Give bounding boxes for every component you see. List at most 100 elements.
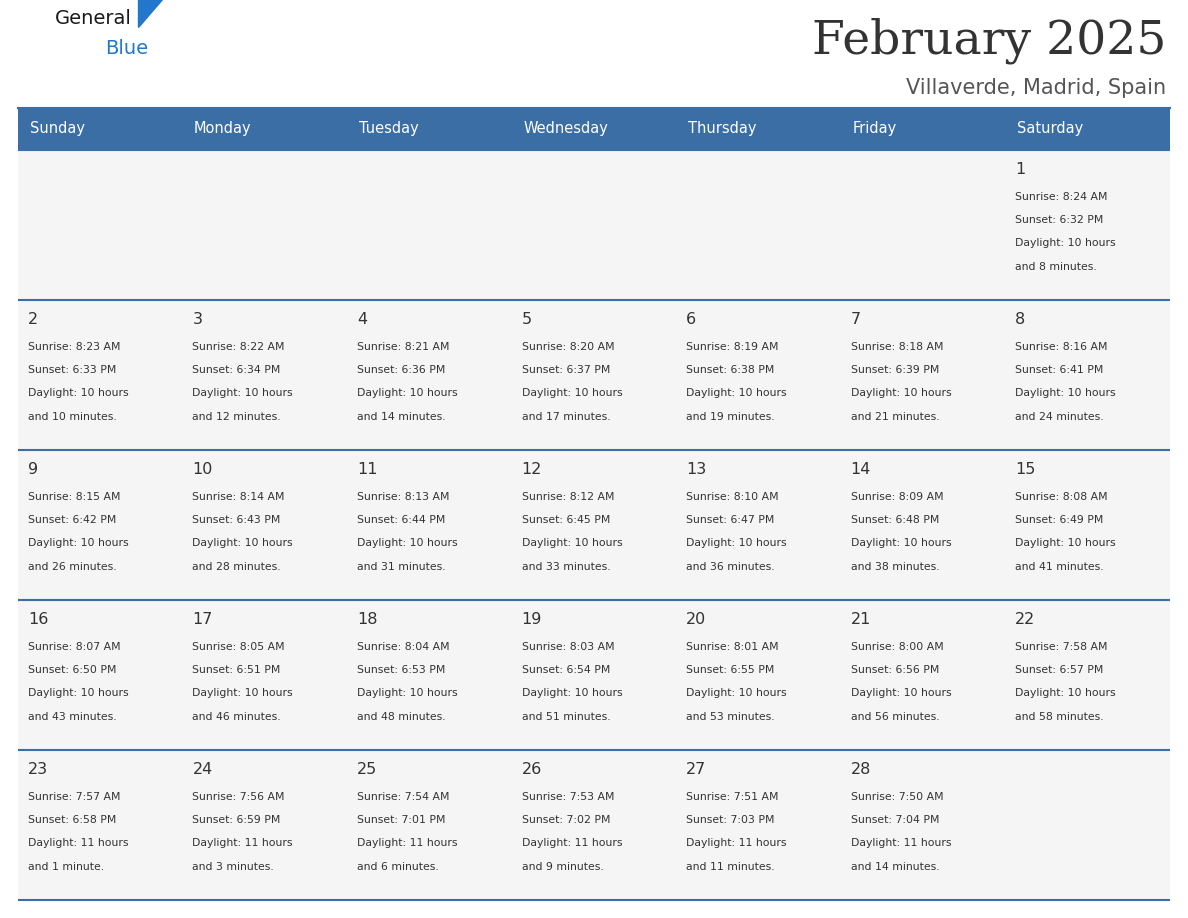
- Text: and 41 minutes.: and 41 minutes.: [1016, 562, 1104, 572]
- Text: and 6 minutes.: and 6 minutes.: [358, 862, 438, 872]
- FancyBboxPatch shape: [18, 750, 1170, 900]
- Text: Sunset: 6:47 PM: Sunset: 6:47 PM: [687, 515, 775, 525]
- Text: Daylight: 10 hours: Daylight: 10 hours: [687, 388, 786, 398]
- Text: General: General: [55, 9, 132, 28]
- Text: and 51 minutes.: and 51 minutes.: [522, 711, 611, 722]
- Text: and 24 minutes.: and 24 minutes.: [1016, 412, 1104, 421]
- Text: Sunday: Sunday: [30, 121, 84, 137]
- Text: and 56 minutes.: and 56 minutes.: [851, 711, 940, 722]
- Text: Sunset: 6:42 PM: Sunset: 6:42 PM: [27, 515, 116, 525]
- Text: Daylight: 10 hours: Daylight: 10 hours: [192, 388, 293, 398]
- Text: Daylight: 10 hours: Daylight: 10 hours: [851, 539, 952, 548]
- Text: Sunrise: 8:22 AM: Sunrise: 8:22 AM: [192, 342, 285, 352]
- Text: Daylight: 11 hours: Daylight: 11 hours: [27, 838, 128, 848]
- Text: Sunrise: 8:05 AM: Sunrise: 8:05 AM: [192, 642, 285, 652]
- Text: Sunrise: 8:01 AM: Sunrise: 8:01 AM: [687, 642, 779, 652]
- Text: Daylight: 11 hours: Daylight: 11 hours: [687, 838, 786, 848]
- Text: 7: 7: [851, 312, 861, 327]
- Text: Sunrise: 7:57 AM: Sunrise: 7:57 AM: [27, 792, 120, 802]
- FancyBboxPatch shape: [18, 108, 1170, 150]
- Text: Daylight: 10 hours: Daylight: 10 hours: [1016, 688, 1116, 699]
- Text: Daylight: 10 hours: Daylight: 10 hours: [358, 688, 457, 699]
- Text: Daylight: 10 hours: Daylight: 10 hours: [851, 688, 952, 699]
- Text: Sunrise: 8:16 AM: Sunrise: 8:16 AM: [1016, 342, 1107, 352]
- Text: 18: 18: [358, 612, 378, 627]
- Polygon shape: [138, 0, 163, 27]
- Text: 16: 16: [27, 612, 49, 627]
- Text: Sunset: 6:50 PM: Sunset: 6:50 PM: [27, 666, 116, 676]
- Text: and 36 minutes.: and 36 minutes.: [687, 562, 775, 572]
- Text: Sunset: 6:58 PM: Sunset: 6:58 PM: [27, 815, 116, 825]
- Text: Sunset: 6:34 PM: Sunset: 6:34 PM: [192, 365, 280, 375]
- Text: Monday: Monday: [194, 121, 252, 137]
- Text: Wednesday: Wednesday: [523, 121, 608, 137]
- Text: 8: 8: [1016, 312, 1025, 327]
- Text: and 19 minutes.: and 19 minutes.: [687, 412, 775, 421]
- Text: Sunrise: 8:20 AM: Sunrise: 8:20 AM: [522, 342, 614, 352]
- Text: Sunset: 6:57 PM: Sunset: 6:57 PM: [1016, 666, 1104, 676]
- Text: and 58 minutes.: and 58 minutes.: [1016, 711, 1104, 722]
- Text: and 12 minutes.: and 12 minutes.: [192, 412, 282, 421]
- Text: and 8 minutes.: and 8 minutes.: [1016, 262, 1097, 272]
- Text: Sunset: 6:55 PM: Sunset: 6:55 PM: [687, 666, 775, 676]
- Text: Sunrise: 7:51 AM: Sunrise: 7:51 AM: [687, 792, 778, 802]
- Text: Sunrise: 7:53 AM: Sunrise: 7:53 AM: [522, 792, 614, 802]
- Text: 24: 24: [192, 762, 213, 777]
- Text: Sunset: 6:53 PM: Sunset: 6:53 PM: [358, 666, 446, 676]
- Text: Daylight: 10 hours: Daylight: 10 hours: [358, 539, 457, 548]
- Text: 26: 26: [522, 762, 542, 777]
- Text: Sunset: 7:04 PM: Sunset: 7:04 PM: [851, 815, 940, 825]
- Text: Daylight: 10 hours: Daylight: 10 hours: [192, 688, 293, 699]
- Text: Sunset: 6:56 PM: Sunset: 6:56 PM: [851, 666, 939, 676]
- Text: Sunset: 6:41 PM: Sunset: 6:41 PM: [1016, 365, 1104, 375]
- Text: 15: 15: [1016, 462, 1036, 477]
- Text: 17: 17: [192, 612, 213, 627]
- Text: and 48 minutes.: and 48 minutes.: [358, 711, 446, 722]
- Text: and 53 minutes.: and 53 minutes.: [687, 711, 775, 722]
- Text: Sunrise: 8:21 AM: Sunrise: 8:21 AM: [358, 342, 449, 352]
- Text: Daylight: 10 hours: Daylight: 10 hours: [27, 388, 128, 398]
- Text: Sunset: 6:43 PM: Sunset: 6:43 PM: [192, 515, 280, 525]
- Text: and 28 minutes.: and 28 minutes.: [192, 562, 282, 572]
- Text: and 11 minutes.: and 11 minutes.: [687, 862, 775, 872]
- Text: Sunrise: 8:15 AM: Sunrise: 8:15 AM: [27, 492, 120, 502]
- Text: 10: 10: [192, 462, 213, 477]
- Text: Sunrise: 8:18 AM: Sunrise: 8:18 AM: [851, 342, 943, 352]
- Text: Daylight: 10 hours: Daylight: 10 hours: [1016, 239, 1116, 249]
- Text: Daylight: 10 hours: Daylight: 10 hours: [522, 388, 623, 398]
- Text: 22: 22: [1016, 612, 1036, 627]
- Text: Sunrise: 8:03 AM: Sunrise: 8:03 AM: [522, 642, 614, 652]
- Text: Sunset: 6:49 PM: Sunset: 6:49 PM: [1016, 515, 1104, 525]
- Text: Sunrise: 7:54 AM: Sunrise: 7:54 AM: [358, 792, 449, 802]
- Text: Sunrise: 8:00 AM: Sunrise: 8:00 AM: [851, 642, 943, 652]
- Text: Sunrise: 8:14 AM: Sunrise: 8:14 AM: [192, 492, 285, 502]
- Text: Villaverde, Madrid, Spain: Villaverde, Madrid, Spain: [906, 78, 1165, 98]
- Text: 21: 21: [851, 612, 871, 627]
- Text: Sunset: 6:48 PM: Sunset: 6:48 PM: [851, 515, 939, 525]
- Text: Sunset: 6:51 PM: Sunset: 6:51 PM: [192, 666, 280, 676]
- Text: Daylight: 10 hours: Daylight: 10 hours: [522, 688, 623, 699]
- Text: and 33 minutes.: and 33 minutes.: [522, 562, 611, 572]
- Text: Sunrise: 8:04 AM: Sunrise: 8:04 AM: [358, 642, 449, 652]
- Text: Sunset: 7:03 PM: Sunset: 7:03 PM: [687, 815, 775, 825]
- Text: Sunrise: 7:50 AM: Sunrise: 7:50 AM: [851, 792, 943, 802]
- Text: 5: 5: [522, 312, 532, 327]
- Text: Sunset: 6:59 PM: Sunset: 6:59 PM: [192, 815, 280, 825]
- Text: 11: 11: [358, 462, 378, 477]
- Text: Daylight: 11 hours: Daylight: 11 hours: [192, 838, 293, 848]
- Text: Blue: Blue: [105, 39, 148, 58]
- Text: Daylight: 10 hours: Daylight: 10 hours: [358, 388, 457, 398]
- Text: and 14 minutes.: and 14 minutes.: [358, 412, 446, 421]
- Text: 6: 6: [687, 312, 696, 327]
- Text: Sunrise: 8:08 AM: Sunrise: 8:08 AM: [1016, 492, 1108, 502]
- FancyBboxPatch shape: [18, 150, 1170, 300]
- Text: 12: 12: [522, 462, 542, 477]
- Text: 28: 28: [851, 762, 871, 777]
- Text: 13: 13: [687, 462, 707, 477]
- Text: and 43 minutes.: and 43 minutes.: [27, 711, 116, 722]
- Text: Sunset: 6:33 PM: Sunset: 6:33 PM: [27, 365, 116, 375]
- Text: 23: 23: [27, 762, 48, 777]
- Text: and 38 minutes.: and 38 minutes.: [851, 562, 940, 572]
- Text: Sunset: 6:44 PM: Sunset: 6:44 PM: [358, 515, 446, 525]
- Text: Daylight: 11 hours: Daylight: 11 hours: [358, 838, 457, 848]
